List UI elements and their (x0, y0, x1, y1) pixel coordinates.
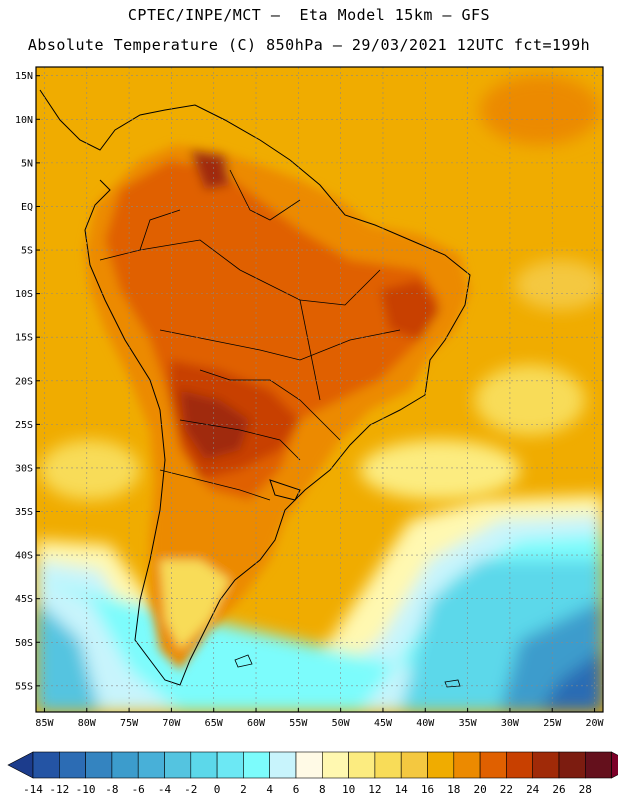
colorbar-label: 16 (421, 783, 434, 796)
colorbar-swatch (32, 751, 60, 779)
lat-label: 50S (15, 638, 33, 649)
south-georgia-outline (444, 679, 461, 688)
colorbar-swatch (243, 751, 270, 779)
lat-label: 10S (15, 289, 33, 300)
colorbar-swatch (295, 751, 323, 779)
colorbar-label: -14 (23, 783, 43, 796)
colorbar-swatch (453, 751, 481, 779)
lat-label: 55S (15, 681, 33, 692)
colorbar-swatch (137, 751, 165, 779)
lon-label: 70W (162, 718, 181, 729)
lon-label: 65W (205, 718, 224, 729)
lat-label: 40S (15, 551, 33, 562)
colorbar-swatch (584, 751, 612, 779)
lon-label: 45W (374, 718, 393, 729)
lat-label: 30S (15, 463, 33, 474)
latitude-labels: 15N 10N 5N EQ 5S 10S 15S 20S 25S 30S 35S 40S 45S 50S 5… (15, 71, 40, 692)
lon-label: 50W (332, 718, 351, 729)
lat-label: 5N (21, 158, 33, 169)
colorbar-label: -6 (132, 783, 145, 796)
colorbar-label: 4 (266, 783, 273, 796)
lon-label: 55W (289, 718, 308, 729)
map-field (36, 67, 603, 712)
coastline (39, 89, 471, 686)
colorbar-swatch (85, 751, 113, 779)
colorbar-swatch (348, 751, 376, 779)
colorbar-label: 12 (368, 783, 381, 796)
colorbar-arrow-low (7, 751, 34, 779)
colorbar-swatch (400, 751, 428, 779)
colorbar-swatch (58, 751, 86, 779)
colorbar-label: 20 (473, 783, 486, 796)
colorbar-label: 18 (447, 783, 460, 796)
lat-label: 15N (15, 71, 33, 82)
longitude-labels: 85W 80W 75W 70W 65W 60W 55W 50W 45W 40W 35W 30W 25W 2… (35, 708, 605, 729)
colorbar-label: 8 (319, 783, 326, 796)
colorbar-label: -12 (49, 783, 69, 796)
colorbar: -14 -12 -10 -8 -6 -4 -2 0 2 4 6 8 10 12 14 16 18 20 22 24 26… (7, 751, 618, 796)
colorbar-swatch (427, 751, 455, 779)
lon-label: 30W (501, 718, 520, 729)
colorbar-label: 28 (579, 783, 592, 796)
colorbar-swatch (216, 751, 244, 779)
colorbar-label: 22 (500, 783, 513, 796)
lon-label: 80W (78, 718, 97, 729)
colorbar-label: 6 (293, 783, 300, 796)
chart-title-line2: Absolute Temperature (C) 850hPa – 29/03/… (27, 36, 591, 54)
colorbar-label: 14 (395, 783, 409, 796)
lat-label: 20S (15, 376, 33, 387)
lon-label: 60W (247, 718, 266, 729)
colorbar-label: -4 (158, 783, 172, 796)
colorbar-swatch (479, 751, 507, 779)
colorbar-swatch (321, 751, 349, 779)
country-borders (99, 169, 401, 501)
colorbar-label: 10 (342, 783, 355, 796)
colorbar-label: 2 (240, 783, 247, 796)
colorbar-label: 24 (526, 783, 540, 796)
colorbar-swatch (269, 751, 297, 779)
chart-title-line1: CPTEC/INPE/MCT – Eta Model 15km – GFS (127, 6, 491, 24)
lon-label: 35W (459, 718, 478, 729)
colorbar-swatch (558, 751, 586, 779)
lat-label: 25S (15, 420, 33, 431)
lagoon-outline (269, 479, 301, 501)
lat-label: 15S (15, 333, 33, 344)
colorbar-label: -8 (105, 783, 118, 796)
lon-label: 75W (120, 718, 139, 729)
colorbar-swatch (190, 751, 218, 779)
colorbar-arrow-high (611, 751, 618, 779)
lat-label: 35S (15, 507, 33, 518)
colorbar-label: 26 (552, 783, 565, 796)
lat-label: 5S (21, 246, 33, 257)
colorbar-swatch (506, 751, 533, 779)
colorbar-label: 0 (214, 783, 221, 796)
lat-label: 45S (15, 594, 33, 605)
lon-label: 20W (586, 718, 605, 729)
falkland-islands-outline (234, 654, 253, 668)
colorbar-swatch (532, 751, 560, 779)
colorbar-swatch (111, 751, 139, 779)
lon-label: 25W (543, 718, 562, 729)
colorbar-label: -2 (184, 783, 197, 796)
lon-label: 85W (35, 718, 54, 729)
lon-label: 40W (416, 718, 435, 729)
lat-label: 10N (15, 115, 33, 126)
lat-label: EQ (21, 202, 33, 213)
colorbar-swatch (374, 751, 402, 779)
colorbar-swatch (164, 751, 192, 779)
colorbar-label: -10 (76, 783, 96, 796)
map-frame (35, 66, 604, 713)
